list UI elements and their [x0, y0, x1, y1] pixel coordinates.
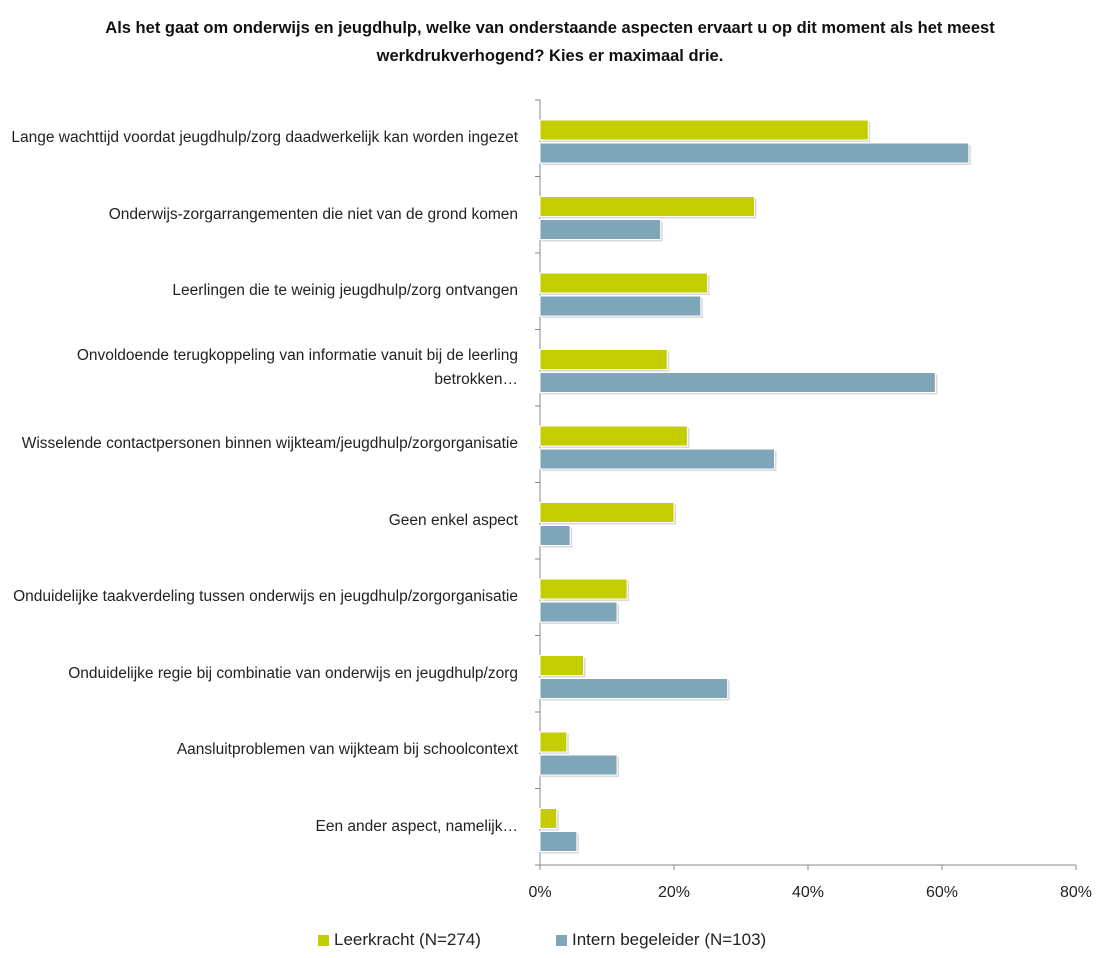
category-label: Een ander aspect, namelijk… — [315, 817, 518, 835]
legend-swatch — [556, 934, 567, 946]
legend-swatch — [318, 934, 329, 946]
bar — [539, 831, 578, 852]
bar — [539, 731, 568, 753]
category-label: Onderwijs-zorgarrangementen die niet van… — [108, 205, 518, 223]
x-tick-label: 60% — [926, 884, 958, 901]
category-label: Onduidelijke regie bij combinatie van on… — [68, 664, 518, 682]
bar — [539, 525, 571, 546]
legend-item: Leerkracht (N=274) — [318, 930, 481, 950]
category-label: Aansluitproblemen van wijkteam bij schoo… — [176, 741, 518, 759]
bar — [539, 119, 869, 141]
chart-title: Als het gaat om onderwijs en jeugdhulp, … — [105, 19, 995, 65]
category-label: Geen enkel aspect — [388, 511, 518, 529]
bar — [539, 655, 585, 676]
category-label: Lange wachttijd voordat jeugdhulp/zorg d… — [11, 129, 518, 147]
legend-label: Leerkracht (N=274) — [334, 930, 481, 949]
bar — [539, 349, 668, 370]
bar — [539, 372, 936, 393]
bar — [539, 808, 558, 829]
bar — [539, 196, 755, 217]
bar — [539, 425, 688, 447]
bar — [539, 295, 702, 317]
category-label: Onvoldoende terugkoppeling van informati… — [76, 346, 518, 388]
bar — [539, 219, 662, 240]
bar — [539, 272, 708, 294]
bar — [539, 578, 628, 600]
category-label: Leerlingen die te weinig jeugdhulp/zorg … — [172, 282, 518, 300]
x-tick-label: 0% — [528, 884, 551, 901]
bar — [539, 678, 729, 699]
category-label: Wisselende contactpersonen binnen wijkte… — [21, 435, 518, 453]
bar — [539, 601, 618, 623]
legend-label: Intern begeleider (N=103) — [572, 930, 767, 949]
x-tick-label: 20% — [658, 884, 690, 901]
x-tick-label: 40% — [792, 884, 824, 901]
x-tick-label: 80% — [1060, 884, 1092, 901]
bar — [539, 142, 970, 164]
bar — [539, 448, 775, 470]
legend-item: Intern begeleider (N=103) — [556, 930, 766, 950]
bar — [539, 754, 618, 776]
category-label: Onduidelijke taakverdeling tussen onderw… — [13, 588, 518, 606]
bar — [539, 502, 675, 523]
